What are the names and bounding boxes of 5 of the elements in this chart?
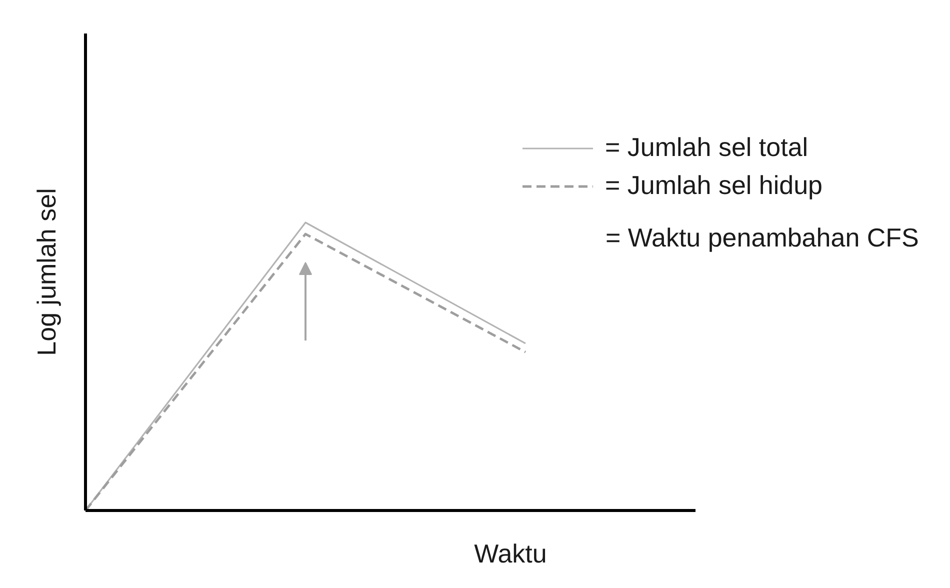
annotation: = Waktu penambahan CFS <box>606 222 919 252</box>
y-axis-title: Log jumlah sel <box>32 188 62 356</box>
x-axis-title: Waktu <box>474 538 547 568</box>
legend-label: = Jumlah sel hidup <box>605 170 823 201</box>
legend-label: = Jumlah sel total <box>605 132 808 163</box>
